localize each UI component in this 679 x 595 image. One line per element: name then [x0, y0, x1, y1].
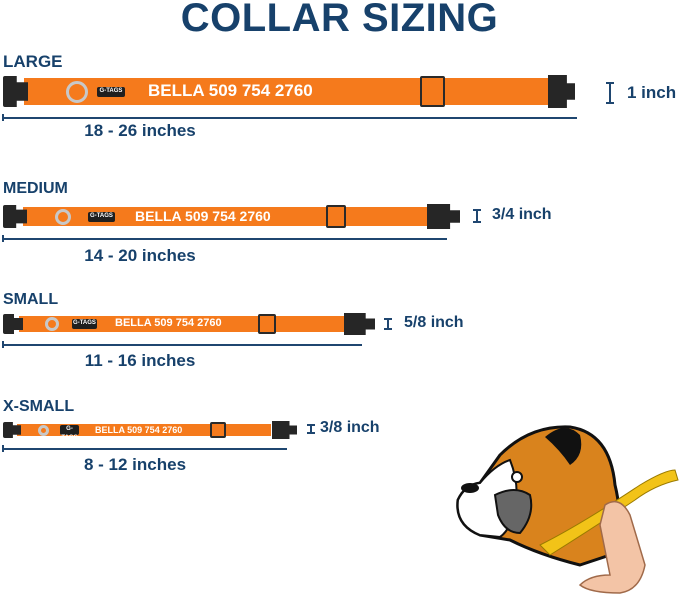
d-ring: [55, 208, 71, 225]
width-marker: [473, 209, 481, 223]
length-range: 8 - 12 inches: [83, 455, 187, 474]
collar-name-text: BELLA 509 754 2760: [135, 208, 271, 225]
collar-strap: [19, 316, 344, 332]
length-line: [3, 448, 287, 450]
length-range: 14 - 20 inches: [84, 246, 196, 265]
size-label: LARGE: [3, 52, 63, 71]
strap-keeper: [210, 422, 226, 438]
collar-name-text: BELLA 509 754 2760: [95, 424, 183, 435]
length-tick: [2, 114, 4, 121]
d-ring: [66, 80, 88, 103]
length-line: [3, 117, 577, 119]
collar-name-text: BELLA 509 754 2760: [115, 317, 222, 330]
buckle-right: [272, 421, 297, 439]
d-ring: [45, 317, 59, 331]
length-tick: [2, 445, 4, 452]
brand-tag: G-TAGS: [60, 425, 79, 441]
brand-tag: G-TAGS: [88, 211, 115, 222]
length-range: 11 - 16 inches: [84, 351, 196, 370]
buckle-right: [548, 75, 575, 108]
strap-keeper: [326, 205, 346, 228]
length-tick: [2, 235, 4, 242]
size-label: MEDIUM: [3, 180, 68, 197]
page-title: COLLAR SIZING: [180, 0, 499, 40]
buckle-left: [3, 422, 21, 438]
width-label: 1 inch: [627, 82, 677, 102]
buckle-left: [3, 205, 27, 228]
length-range: 18 - 26 inches: [84, 121, 196, 140]
width-label: 5/8 inch: [404, 314, 464, 332]
strap-keeper: [420, 76, 445, 107]
buckle-right: [344, 313, 375, 335]
collar-strap: [17, 424, 271, 436]
length-line: [3, 344, 362, 346]
width-marker: [307, 424, 315, 434]
boxer-dog-illustration: [456, 425, 679, 594]
width-marker: [384, 318, 392, 330]
collar-name-text: BELLA 509 754 2760: [148, 81, 313, 101]
buckle-left: [3, 314, 23, 334]
brand-tag: G-TAGS: [97, 86, 125, 97]
length-tick: [2, 341, 4, 348]
width-marker: [606, 82, 614, 104]
strap-keeper: [258, 314, 276, 334]
size-label: X-SMALL: [3, 398, 75, 415]
d-ring: [38, 424, 49, 436]
buckle-right: [427, 204, 460, 229]
brand-tag: G-TAGS: [72, 319, 97, 329]
length-line: [3, 238, 447, 240]
size-label: SMALL: [3, 291, 59, 308]
width-label: 3/8 inch: [320, 419, 380, 437]
width-label: 3/4 inch: [492, 206, 552, 224]
